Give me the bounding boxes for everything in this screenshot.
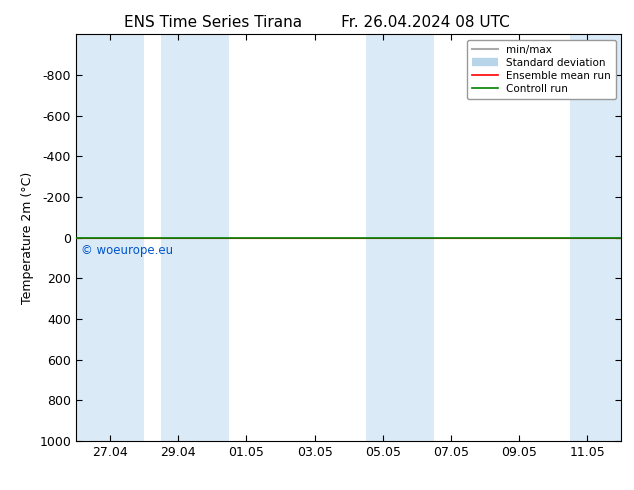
Bar: [161, 34, 230, 441]
Bar: [366, 34, 434, 441]
Legend: min/max, Standard deviation, Ensemble mean run, Controll run: min/max, Standard deviation, Ensemble me…: [467, 40, 616, 99]
Bar: [76, 34, 144, 441]
Text: ENS Time Series Tirana        Fr. 26.04.2024 08 UTC: ENS Time Series Tirana Fr. 26.04.2024 08…: [124, 15, 510, 30]
Text: © woeurope.eu: © woeurope.eu: [81, 244, 173, 257]
Bar: [570, 34, 621, 441]
Y-axis label: Temperature 2m (°C): Temperature 2m (°C): [21, 172, 34, 304]
